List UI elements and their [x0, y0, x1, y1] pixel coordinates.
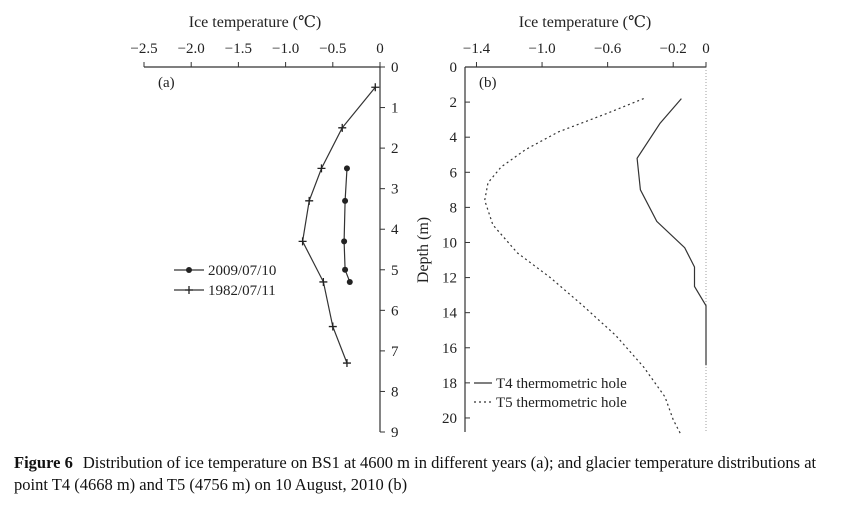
a-data-point: [342, 359, 351, 368]
b-x-axis-title: Ice temperature (℃): [519, 14, 651, 31]
b-series-line-0: [636, 98, 707, 366]
b-y-tick-label: 12: [442, 271, 457, 287]
a-data-point: [342, 197, 349, 204]
a-y-tick-label: 8: [391, 384, 399, 400]
a-x-tick-label: −0.5: [319, 41, 346, 57]
b-y-tick-label: 0: [450, 60, 458, 76]
a-series-line-0: [343, 168, 351, 283]
a-series-line-1: [301, 86, 376, 364]
b-x-tick-label: −0.6: [594, 41, 622, 57]
a-legend-marker: [186, 267, 192, 273]
a-legend-label: 1982/07/11: [208, 283, 276, 299]
a-data-point: [328, 322, 337, 331]
a-y-tick-label: 9: [391, 425, 399, 440]
a-x-tick-label: 0: [376, 41, 384, 57]
b-y-tick-label: 8: [450, 200, 458, 216]
a-panel-label: (a): [158, 75, 175, 91]
b-x-tick-label: −1.0: [528, 41, 555, 57]
b-x-tick-label: −1.4: [463, 41, 491, 57]
a-x-axis-title: Ice temperature (℃): [189, 14, 321, 31]
b-x-tick-label: 0: [702, 41, 710, 57]
a-x-tick-label: −2.0: [178, 41, 205, 57]
figure-caption: Figure 6 Distribution of ice temperature …: [14, 452, 838, 496]
a-y-tick-label: 3: [391, 182, 399, 198]
b-y-axis-title: Depth (m): [415, 217, 432, 283]
a-data-point: [343, 165, 350, 172]
figure-6-chart: −2.5 −2.0 −1.5 −1.0 −0.5 0 Ice temperature (℃)…: [130, 14, 710, 440]
a-y-tick-label: 4: [391, 222, 399, 238]
a-data-point: [341, 238, 348, 245]
a-y-tick-label: 7: [391, 344, 399, 360]
a-y-tick-label: 2: [391, 141, 399, 157]
panel-b-chart: −1.4 −1.0 −0.6 −0.2 0 Ice temperature (℃) 0 2 4 6…: [415, 14, 710, 436]
b-y-tick-label: 20: [442, 411, 457, 427]
b-y-tick-label: 14: [442, 306, 458, 322]
a-legend-label: 2009/07/10: [208, 263, 276, 279]
a-y-tick-label: 6: [391, 303, 399, 319]
b-legend-label: T4 thermometric hole: [496, 376, 627, 392]
a-x-tick-label: −1.0: [272, 41, 299, 57]
a-legend-marker: [185, 286, 193, 294]
a-data-point: [346, 278, 353, 285]
b-x-tick-label: −0.2: [660, 41, 687, 57]
a-data-point: [319, 277, 328, 286]
a-data-point: [371, 83, 380, 92]
b-panel-label: (b): [479, 75, 497, 91]
b-y-tick-label: 10: [442, 235, 457, 251]
a-data-point: [317, 164, 326, 173]
a-data-point: [338, 123, 347, 132]
a-y-tick-label: 5: [391, 263, 399, 279]
b-y-tick-label: 18: [442, 376, 457, 392]
a-data-point: [298, 237, 307, 246]
a-data-point: [305, 196, 314, 205]
caption-label: Figure 6: [14, 453, 73, 472]
caption-text: Distribution of ice temperature on BS1 a…: [14, 453, 817, 494]
panel-a-chart: −2.5 −2.0 −1.5 −1.0 −0.5 0 Ice temperature (℃)…: [130, 14, 399, 440]
b-y-tick-label: 2: [450, 95, 458, 111]
a-x-tick-label: −1.5: [225, 41, 252, 57]
a-y-tick-label: 1: [391, 101, 399, 117]
a-data-point: [342, 266, 349, 273]
b-legend-label: T5 thermometric hole: [496, 395, 627, 411]
a-y-tick-label: 0: [391, 60, 399, 76]
b-series-line-1: [484, 98, 682, 436]
b-y-tick-label: 4: [450, 130, 458, 146]
b-y-tick-label: 6: [450, 165, 458, 181]
b-y-tick-label: 16: [442, 341, 458, 357]
a-x-tick-label: −2.5: [130, 41, 157, 57]
